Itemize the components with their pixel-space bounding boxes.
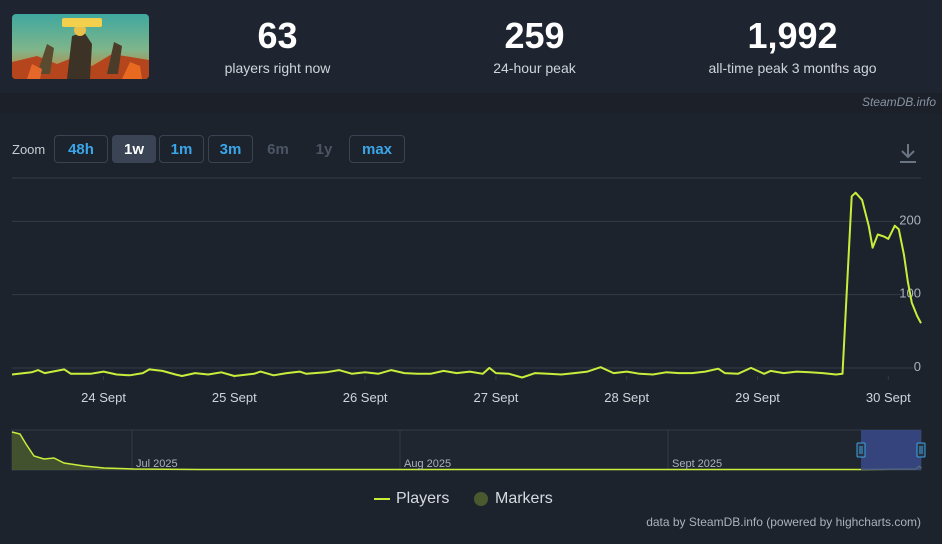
zoom-1y-button[interactable]: 1y <box>315 140 333 158</box>
stat-alltime-peak: 1,992 all-time peak 3 months ago <box>690 16 895 77</box>
navigator-background <box>11 429 922 471</box>
legend-players-symbol <box>374 498 390 500</box>
x-axis-labels: 24 Sept 25 Sept 26 Sept 27 Sept 28 Sept 29 Se… <box>81 376 911 405</box>
stat-24h-peak: 259 24-hour peak <box>462 16 607 77</box>
legend-players-label: Players <box>396 490 450 507</box>
zoom-1w-button[interactable]: 1w <box>112 135 156 163</box>
game-capsule-image[interactable] <box>12 14 149 79</box>
zoom-6m-button[interactable]: 6m <box>267 140 289 158</box>
stat-current-value: 63 <box>257 15 298 56</box>
stat-alltime-label: all-time peak 3 months ago <box>708 60 877 76</box>
chart-grid <box>12 177 921 369</box>
x-tick-label-28: 28 Sept <box>604 390 649 405</box>
x-tick-label-29: 29 Sept <box>735 390 780 405</box>
header-bar <box>0 0 942 93</box>
stat-24h-label: 24-hour peak <box>493 60 576 76</box>
legend-item-players[interactable]: Players <box>374 490 449 508</box>
y-tick-label-0: 0 <box>914 359 921 374</box>
zoom-3m-button[interactable]: 3m <box>208 135 253 163</box>
legend-item-markers[interactable]: Markers <box>473 490 553 508</box>
stat-current-players: 63 players right now <box>205 16 350 77</box>
players-series-line[interactable] <box>11 191 922 379</box>
chart-panel <box>0 114 942 544</box>
x-tick-label-30: 30 Sept <box>866 390 911 405</box>
x-tick-label-25: 25 Sept <box>212 390 257 405</box>
zoom-label: Zoom <box>12 142 46 157</box>
legend-markers-symbol <box>474 492 488 506</box>
navigator-selection[interactable] <box>861 430 921 470</box>
x-tick-label-24: 24 Sept <box>81 390 126 405</box>
steamdb-credit[interactable]: SteamDB.info <box>861 95 936 109</box>
navigator-tick-label: Aug 2025 <box>404 458 451 470</box>
navigator[interactable]: Jul 2025 Aug 2025 Sept 2025 <box>11 429 926 471</box>
navigator-grid <box>131 430 669 470</box>
chart-credit[interactable]: data by SteamDB.info (powered by highcha… <box>646 515 921 529</box>
zoom-max-button[interactable]: max <box>349 135 405 163</box>
navigator-handle-right[interactable] <box>916 442 926 458</box>
zoom-1m-button[interactable]: 1m <box>159 135 204 163</box>
y-tick-label-200: 200 <box>899 212 921 227</box>
stat-current-label: players right now <box>224 60 331 76</box>
navigator-handle-left[interactable] <box>856 442 866 458</box>
legend-markers-label: Markers <box>495 490 553 507</box>
download-icon[interactable] <box>897 141 919 165</box>
navigator-tick-label: Jul 2025 <box>136 458 178 470</box>
x-tick-label-27: 27 Sept <box>474 390 519 405</box>
x-tick-label-26: 26 Sept <box>343 390 388 405</box>
stat-alltime-value: 1,992 <box>747 15 838 56</box>
zoom-48h-button[interactable]: 48h <box>54 135 108 163</box>
navigator-labels: Jul 2025 Aug 2025 Sept 2025 <box>136 458 722 470</box>
navigator-tick-label: Sept 2025 <box>672 458 722 470</box>
stat-24h-value: 259 <box>504 15 565 56</box>
